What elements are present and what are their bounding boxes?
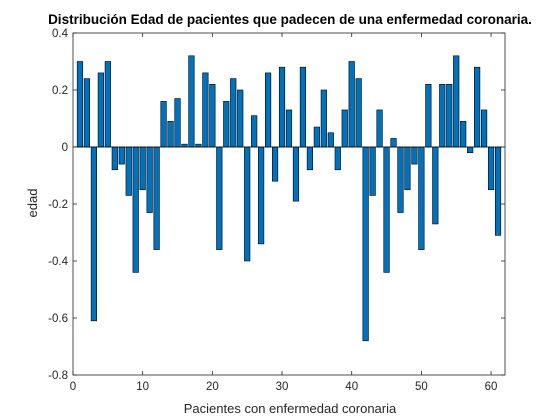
- bar-30: [278, 66, 286, 148]
- y-axis-label: edad: [25, 189, 40, 218]
- bar-17: [188, 55, 195, 148]
- bars-group: [76, 55, 502, 342]
- bar-21: [216, 146, 223, 250]
- bar-12: [153, 146, 160, 250]
- bar-6: [111, 146, 118, 171]
- bar-53: [439, 84, 446, 148]
- bar-45: [383, 146, 390, 273]
- bar-18: [195, 143, 202, 148]
- bar-31: [285, 109, 293, 148]
- bar-50: [418, 146, 425, 250]
- bar-23: [230, 78, 237, 148]
- x-tick-label: 30: [276, 381, 289, 393]
- bar-33: [299, 66, 307, 148]
- ticks-group: 0 10 20 30 40 50 60 0.4 0.2 0 -0.2 -0.4 -0.6 -0.8: [48, 28, 505, 393]
- bar-42: [362, 146, 369, 342]
- bar-32: [292, 146, 300, 202]
- bar-39: [341, 109, 348, 148]
- bar-58: [474, 66, 481, 148]
- bar-24: [237, 89, 244, 148]
- bar-54: [446, 84, 453, 148]
- bar-55: [453, 55, 460, 148]
- y-tick-label: 0.4: [52, 28, 69, 40]
- bar-37: [327, 132, 334, 148]
- bar-36: [320, 89, 327, 148]
- bar-43: [369, 146, 376, 196]
- bar-22: [223, 101, 230, 148]
- bar-26: [251, 115, 258, 148]
- x-tick-label: 40: [345, 381, 358, 393]
- bar-7: [118, 146, 125, 165]
- bar-27: [258, 146, 265, 245]
- bar-57: [467, 146, 474, 153]
- bar-40: [348, 61, 355, 148]
- bar-16: [181, 143, 188, 148]
- bar-1: [76, 61, 84, 148]
- y-tick-label: -0.2: [48, 199, 68, 211]
- x-axis-label: Pacientes con enfermedad coronaria: [184, 401, 397, 416]
- bar-47: [397, 146, 404, 213]
- x-tick-label: 20: [206, 381, 219, 393]
- bar-25: [244, 146, 251, 262]
- bar-20: [209, 84, 216, 148]
- bar-10: [139, 146, 146, 191]
- y-tick-label: -0.8: [48, 370, 68, 382]
- y-tick-label: 0.2: [52, 85, 68, 97]
- bar-56: [460, 121, 467, 148]
- x-tick-label: 60: [485, 381, 498, 393]
- bar-46: [390, 138, 397, 148]
- bar-11: [146, 146, 153, 213]
- x-tick-label: 10: [136, 381, 149, 393]
- bar-13: [160, 101, 167, 148]
- x-tick-label: 0: [70, 381, 76, 393]
- bar-52: [432, 146, 439, 225]
- bar-15: [174, 98, 181, 148]
- bar-19: [202, 72, 209, 148]
- bar-34: [306, 146, 313, 171]
- bar-14: [167, 121, 174, 148]
- bar-41: [355, 78, 362, 148]
- bar-8: [125, 146, 132, 196]
- bar-44: [376, 109, 383, 148]
- y-tick-label: 0: [62, 142, 68, 154]
- y-tick-label: -0.6: [48, 313, 68, 325]
- bar-28: [265, 72, 272, 148]
- chart-title: Distribución Edad de pacientes que padec…: [48, 12, 532, 27]
- bar-48: [404, 146, 411, 191]
- bar-35: [313, 126, 320, 148]
- bar-51: [425, 84, 432, 148]
- bar-38: [334, 146, 341, 171]
- x-tick-label: 50: [415, 381, 428, 393]
- y-tick-label: -0.4: [48, 256, 68, 268]
- bar-59: [481, 109, 488, 148]
- bar-2: [83, 78, 91, 148]
- bar-4: [97, 72, 104, 148]
- bar-49: [411, 146, 418, 165]
- bar-60: [487, 146, 495, 191]
- bar-9: [132, 146, 139, 273]
- bar-61: [494, 146, 502, 236]
- bar-5: [104, 61, 111, 148]
- bar-3: [90, 146, 97, 322]
- bar-29: [271, 146, 279, 182]
